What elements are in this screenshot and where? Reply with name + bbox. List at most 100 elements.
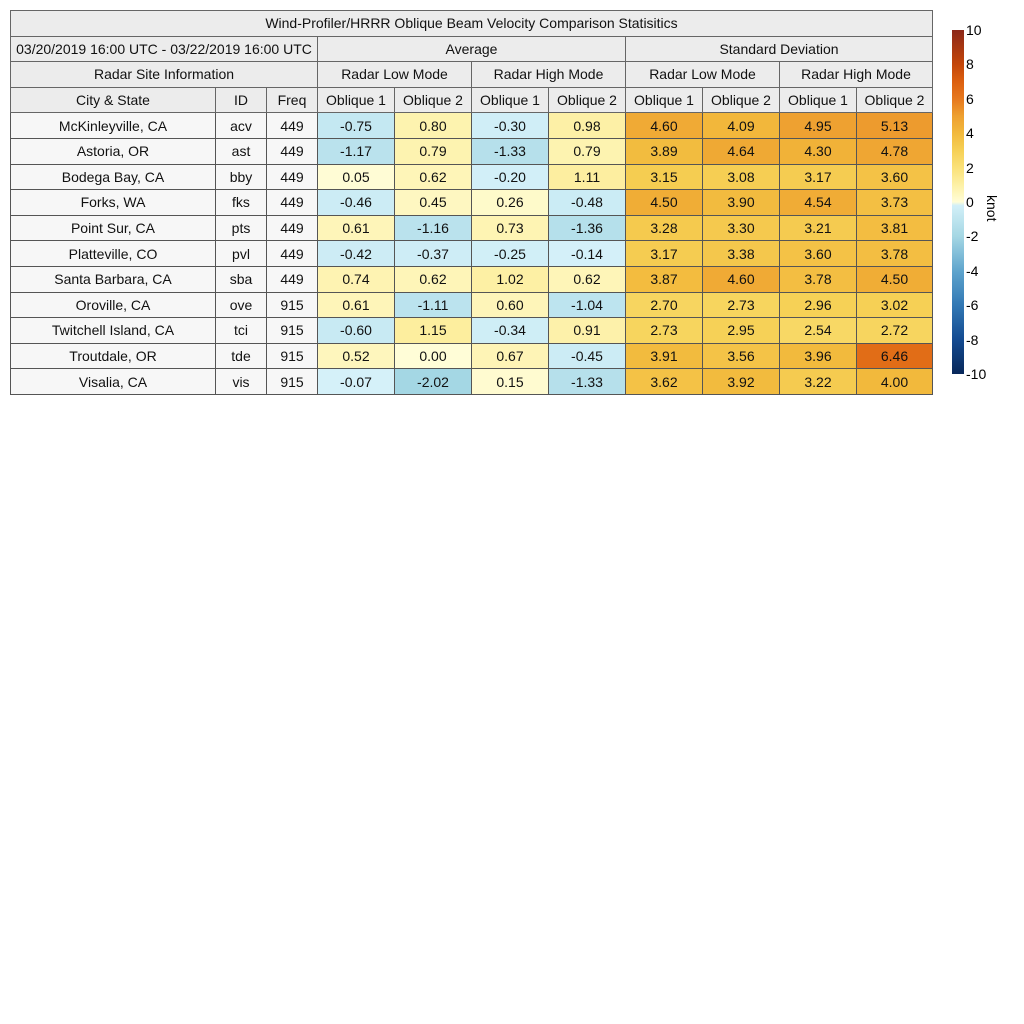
id-cell: ast	[215, 137, 267, 165]
col-city: City & State	[10, 86, 216, 114]
value-cell: 0.74	[317, 265, 395, 293]
value-cell: 0.26	[471, 189, 549, 216]
col-oblique1: Oblique 1	[471, 86, 549, 114]
value-cell: 3.17	[779, 163, 857, 191]
city-cell: McKinleyville, CA	[10, 112, 216, 139]
col-freq: Freq	[266, 86, 318, 114]
value-cell: -1.16	[394, 214, 472, 242]
freq-cell: 915	[266, 342, 318, 370]
comparison-table: Wind-Profiler/HRRR Oblique Beam Velocity…	[10, 10, 933, 395]
id-cell: pvl	[215, 240, 267, 267]
value-cell: 0.67	[471, 342, 549, 370]
city-cell: Forks, WA	[10, 189, 216, 216]
value-cell: 3.81	[856, 214, 933, 242]
freq-cell: 449	[266, 112, 318, 139]
value-cell: 5.13	[856, 112, 933, 139]
value-cell: -0.34	[471, 317, 549, 344]
table-row: Point Sur, CA pts 449 0.61 -1.16 0.73 -1.36 3.2…	[10, 214, 933, 242]
city-cell: Oroville, CA	[10, 291, 216, 319]
value-cell: -0.14	[548, 240, 626, 267]
date-range: 03/20/2019 16:00 UTC - 03/22/2019 16:00 …	[10, 35, 318, 63]
city-cell: Platteville, CO	[10, 240, 216, 267]
value-cell: -0.42	[317, 240, 395, 267]
value-cell: 2.72	[856, 317, 933, 344]
freq-cell: 449	[266, 137, 318, 165]
value-cell: -0.46	[317, 189, 395, 216]
value-cell: -1.36	[548, 214, 626, 242]
city-cell: Visalia, CA	[10, 368, 216, 395]
colorbar-label: knot	[984, 195, 1000, 222]
table-row: Santa Barbara, CA sba 449 0.74 0.62 1.02 0.62 3…	[10, 265, 933, 293]
value-cell: 3.78	[779, 265, 857, 293]
city-cell: Point Sur, CA	[10, 214, 216, 242]
value-cell: -0.37	[394, 240, 472, 267]
col-oblique2: Oblique 2	[856, 86, 933, 114]
average-header: Average	[317, 35, 626, 63]
id-cell: pts	[215, 214, 267, 242]
value-cell: -0.75	[317, 112, 395, 139]
city-cell: Astoria, OR	[10, 137, 216, 165]
freq-cell: 449	[266, 189, 318, 216]
std-header: Standard Deviation	[625, 35, 933, 63]
city-cell: Santa Barbara, CA	[10, 265, 216, 293]
table-row: Troutdale, OR tde 915 0.52 0.00 0.67 -0.45 3.91…	[10, 342, 933, 370]
colorbar-tick: 10	[966, 22, 982, 38]
table-row: Twitchell Island, CA tci 915 -0.60 1.15 -0.34…	[10, 317, 933, 344]
value-cell: 6.46	[856, 342, 933, 370]
value-cell: -1.04	[548, 291, 626, 319]
value-cell: 1.15	[394, 317, 472, 344]
col-oblique2: Oblique 2	[702, 86, 780, 114]
value-cell: 2.96	[779, 291, 857, 319]
value-cell: 0.00	[394, 342, 472, 370]
table-row: Astoria, OR ast 449 -1.17 0.79 -1.33 0.79 3.89 4…	[10, 137, 933, 165]
table-row: Platteville, CO pvl 449 -0.42 -0.37 -0.25 -0.1…	[10, 240, 933, 267]
value-cell: 4.30	[779, 137, 857, 165]
value-cell: 0.61	[317, 291, 395, 319]
colorbar-tick: -8	[966, 331, 979, 348]
value-cell: 0.15	[471, 368, 549, 395]
value-cell: -0.30	[471, 112, 549, 139]
value-cell: 3.08	[702, 163, 780, 191]
freq-cell: 449	[266, 240, 318, 267]
value-cell: 2.73	[702, 291, 780, 319]
value-cell: -0.20	[471, 163, 549, 191]
value-cell: 4.50	[856, 265, 933, 293]
freq-cell: 915	[266, 317, 318, 344]
value-cell: 3.38	[702, 240, 780, 267]
colorbar-tick: -2	[966, 228, 979, 245]
value-cell: 3.92	[702, 368, 780, 395]
freq-cell: 449	[266, 214, 318, 242]
colorbar-tick: -6	[966, 297, 979, 314]
id-cell: fks	[215, 189, 267, 216]
value-cell: 0.73	[471, 214, 549, 242]
avg-low-mode-header: Radar Low Mode	[317, 61, 472, 88]
value-cell: 1.02	[471, 265, 549, 293]
freq-cell: 915	[266, 368, 318, 395]
value-cell: 3.56	[702, 342, 780, 370]
value-cell: 3.60	[779, 240, 857, 267]
id-cell: tci	[215, 317, 267, 344]
value-cell: 2.54	[779, 317, 857, 344]
value-cell: 0.91	[548, 317, 626, 344]
value-cell: 0.98	[548, 112, 626, 139]
value-cell: 3.73	[856, 189, 933, 216]
value-cell: 3.90	[702, 189, 780, 216]
value-cell: 2.95	[702, 317, 780, 344]
value-cell: -1.33	[471, 137, 549, 165]
site-info-header: Radar Site Information	[10, 61, 318, 88]
colorbar-tick: 8	[966, 56, 974, 73]
value-cell: 3.15	[625, 163, 703, 191]
table-row: McKinleyville, CA acv 449 -0.75 0.80 -0.30 0.9…	[10, 112, 933, 139]
id-cell: sba	[215, 265, 267, 293]
table-row: Bodega Bay, CA bby 449 0.05 0.62 -0.20 1.11 3.1…	[10, 163, 933, 191]
table-row: Visalia, CA vis 915 -0.07 -2.02 0.15 -1.33 3.62…	[10, 368, 933, 395]
value-cell: 0.05	[317, 163, 395, 191]
col-oblique1: Oblique 1	[317, 86, 395, 114]
value-cell: 4.95	[779, 112, 857, 139]
value-cell: 0.62	[394, 163, 472, 191]
colorbar-tick: 2	[966, 159, 974, 176]
colorbar-tick: -10	[966, 366, 987, 382]
value-cell: -2.02	[394, 368, 472, 395]
std-low-mode-header: Radar Low Mode	[625, 61, 780, 88]
value-cell: 3.89	[625, 137, 703, 165]
